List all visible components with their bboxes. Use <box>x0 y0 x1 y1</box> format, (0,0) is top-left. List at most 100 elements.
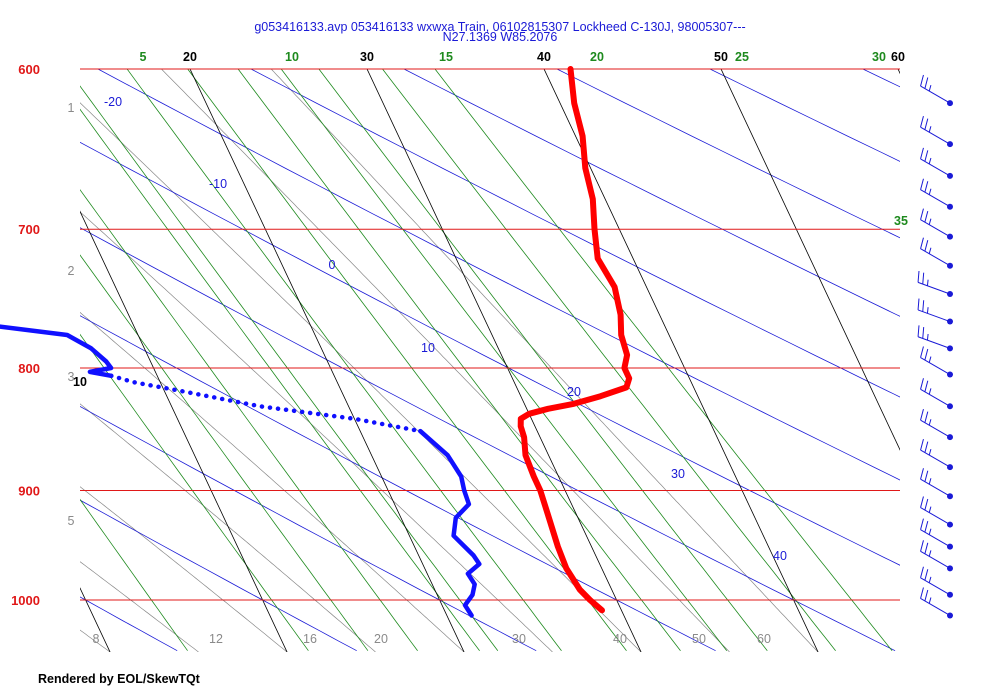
dry-adiabat-line <box>80 227 896 652</box>
moist-adiabat-line <box>160 69 730 652</box>
mixing-ratio-label: 30 <box>872 50 886 64</box>
wind-barb <box>920 74 953 107</box>
isotherm-line <box>366 69 642 652</box>
mixing-ratio-line <box>126 69 562 651</box>
pressure-label: 1000 <box>11 593 40 608</box>
isotherm-label: 60 <box>891 50 905 64</box>
temperature-trace <box>517 66 633 614</box>
dry-adiabat-line <box>556 69 900 239</box>
pressure-label: 800 <box>18 361 40 376</box>
mixing-ratio-line <box>80 85 499 651</box>
footer-credit: Rendered by EOL/SkewTQt <box>38 672 200 686</box>
chart-traces <box>0 66 633 618</box>
side-axis-label: 1 <box>68 101 75 115</box>
moist-adiabat-line <box>80 486 288 652</box>
dewpoint-trace <box>418 428 482 618</box>
moist-adiabat-line <box>80 629 111 652</box>
wind-barb <box>920 346 953 378</box>
wind-barb <box>917 270 953 298</box>
mixing-ratio-label: 35 <box>894 214 908 228</box>
isotherm-label: 50 <box>714 50 728 64</box>
wind-barb <box>917 298 953 325</box>
moist-adiabat-line <box>80 561 199 652</box>
side-axis-label: 2 <box>68 264 75 278</box>
moist-adiabat-line <box>80 403 376 652</box>
mixing-ratio-label: 10 <box>285 50 299 64</box>
wind-barb <box>920 178 953 210</box>
chart-title-line-1: g053416133.avp 053416133 wxwxa Train, 06… <box>254 20 745 34</box>
wind-barb <box>917 325 953 352</box>
isotherm-label: 20 <box>183 50 197 64</box>
dry-adiabat-line <box>80 141 900 566</box>
dry-adiabat-line <box>861 69 900 88</box>
isotherm-label: 30 <box>360 50 374 64</box>
mixing-ratio-line <box>187 69 627 651</box>
bottom-axis-label: 20 <box>374 632 388 646</box>
mixing-ratio-label: 25 <box>735 50 749 64</box>
dry-adiabat-label: 20 <box>567 385 581 399</box>
isotherm-label: 40 <box>537 50 551 64</box>
bottom-axis-label: 30 <box>512 632 526 646</box>
mixing-ratio-line <box>434 69 893 651</box>
wind-barb <box>920 378 953 410</box>
wind-barb <box>920 147 953 179</box>
mixing-ratio-label: 20 <box>590 50 604 64</box>
mixing-ratio-line <box>280 69 728 651</box>
bottom-axis-label: 60 <box>757 632 771 646</box>
mixing-ratio-line <box>80 108 480 651</box>
dry-adiabat-line <box>709 69 900 162</box>
chart-title-line-2: N27.1369 W85.2076 <box>443 30 558 44</box>
mixing-ratio-line <box>0 0 63 651</box>
pressure-label: 600 <box>18 62 40 77</box>
bottom-axis-label: 50 <box>692 632 706 646</box>
dry-adiabat-label: -10 <box>209 177 227 191</box>
isotherm-line <box>720 69 900 451</box>
dry-adiabat-line <box>97 69 900 481</box>
isotherm-line <box>80 587 111 652</box>
wind-barb <box>920 518 953 550</box>
moist-adiabat-line <box>80 311 465 652</box>
mixing-ratio-line <box>80 498 188 651</box>
moist-adiabat-line <box>270 69 819 652</box>
wind-barb <box>920 540 953 572</box>
dry-adiabat-line <box>865 0 1000 651</box>
wind-barb <box>920 496 953 528</box>
bottom-axis-label: 40 <box>613 632 627 646</box>
dry-adiabat-label: 30 <box>671 467 685 481</box>
mixing-ratio-line <box>381 69 836 651</box>
dry-adiabat-label: 40 <box>773 549 787 563</box>
wind-barb <box>920 116 953 148</box>
pressure-label: 900 <box>18 483 40 498</box>
dewpoint-trace-gap <box>108 373 423 434</box>
mixing-ratio-line <box>80 254 369 651</box>
wind-barbs <box>917 74 953 619</box>
mixing-ratio-line <box>318 69 768 651</box>
dry-adiabat-line <box>403 69 900 317</box>
bottom-axis-label: 8 <box>93 632 100 646</box>
isotherm-line <box>80 210 288 652</box>
wind-barb <box>920 468 953 500</box>
bottom-axis-label: 16 <box>303 632 317 646</box>
wind-barb <box>920 566 953 598</box>
mixing-ratio-label: 15 <box>439 50 453 64</box>
side-temperature-label: 10 <box>73 375 87 389</box>
mixing-ratio-label: 5 <box>140 50 147 64</box>
wind-barb <box>920 587 953 619</box>
mixing-ratio-line <box>237 69 681 651</box>
side-axis-label: 5 <box>68 514 75 528</box>
dry-adiabat-line <box>80 405 537 652</box>
dry-adiabat-label: -20 <box>104 95 122 109</box>
pressure-label: 700 <box>18 222 40 237</box>
side-axis-label: 3 <box>68 370 75 384</box>
bottom-axis-label: 12 <box>209 632 223 646</box>
dry-adiabat-line <box>80 315 716 652</box>
dry-adiabat-label: 10 <box>421 341 435 355</box>
isotherm-line <box>543 69 819 652</box>
wind-barb <box>920 237 953 269</box>
moist-adiabat-line <box>80 211 553 652</box>
mixing-ratio-line <box>80 189 418 651</box>
isotherm-line <box>189 69 465 652</box>
